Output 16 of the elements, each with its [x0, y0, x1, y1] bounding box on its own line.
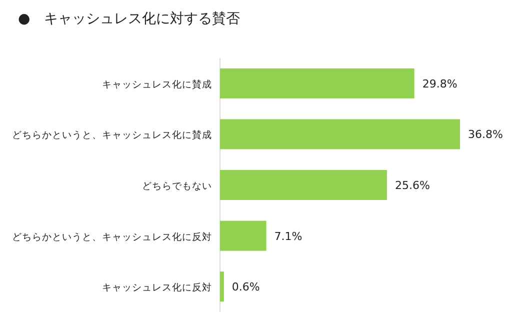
bar [220, 170, 387, 200]
data-label: 7.1% [274, 230, 302, 243]
y-tick-label: キャッシュレス化に賛成 [102, 78, 212, 90]
y-tick-label: どちらかというと、キャッシュレス化に反対 [12, 230, 212, 243]
data-label: 25.6% [394, 179, 430, 192]
chart-title: ● キャッシュレス化に対する賛否 [18, 11, 240, 27]
y-tick-label: キャッシュレス化に反対 [102, 282, 212, 294]
data-label: 29.8% [422, 77, 458, 90]
data-label: 0.6% [232, 280, 260, 294]
data-label: 36.8% [468, 128, 503, 142]
bar [220, 119, 460, 150]
bar [220, 220, 266, 251]
y-tick-label: どちらでもない [142, 181, 212, 192]
y-tick-label: どちらかというと、キャッシュレス化に賛成 [12, 129, 212, 142]
bar [220, 68, 414, 98]
bar [220, 272, 224, 302]
